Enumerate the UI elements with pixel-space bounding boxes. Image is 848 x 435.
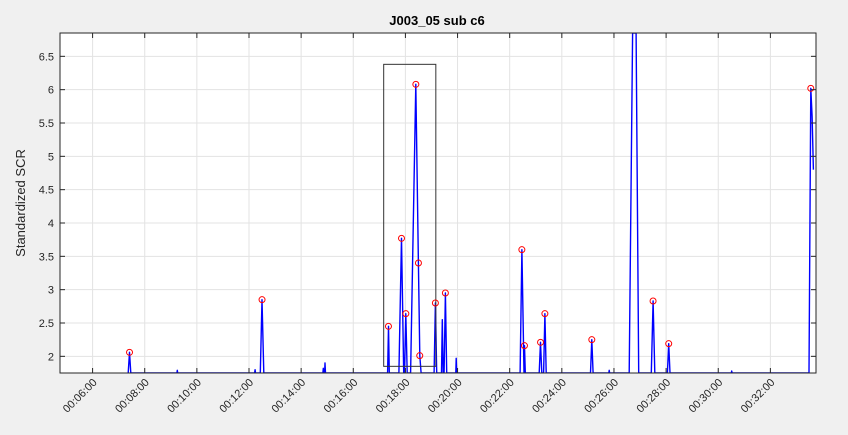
axes-frame <box>59 32 817 374</box>
x-tick-label: 00:06:00 <box>61 377 100 416</box>
peak-marker <box>412 80 420 88</box>
x-tick-label: 00:30:00 <box>687 377 726 416</box>
y-tick-label: 2.5 <box>39 318 54 330</box>
y-tick-label: 3.5 <box>39 251 54 263</box>
y-tick-label: 4.5 <box>39 185 54 197</box>
x-tick-label: 00:16:00 <box>322 377 361 416</box>
peak-marker <box>537 338 545 346</box>
scr-series <box>127 33 815 373</box>
peak-marker <box>402 310 410 318</box>
y-tick-label: 2 <box>48 351 54 363</box>
peak-marker <box>807 84 815 92</box>
y-tick-label: 5 <box>48 151 54 163</box>
x-tick-label: 00:32:00 <box>739 377 778 416</box>
plot-area <box>60 33 816 373</box>
x-tick-label: 00:14:00 <box>269 377 308 416</box>
series-line <box>127 33 815 373</box>
y-tick-label: 6.5 <box>39 51 54 63</box>
x-tick-label: 00:28:00 <box>634 377 673 416</box>
peak-marker <box>416 352 424 360</box>
y-tick-label: 5.5 <box>39 118 54 130</box>
y-tick-label: 3 <box>48 285 54 297</box>
y-axis-label: Standardized SCR <box>13 149 28 257</box>
y-tick-label: 4 <box>48 218 54 230</box>
x-tick-label: 00:08:00 <box>113 377 152 416</box>
peak-marker <box>431 299 439 307</box>
x-tick-label: 00:26:00 <box>582 377 621 416</box>
x-tick-label: 00:20:00 <box>426 377 465 416</box>
highlight-box-layer <box>383 63 437 367</box>
x-tick-label: 00:12:00 <box>217 377 256 416</box>
peak-marker <box>665 340 673 348</box>
peak-marker <box>520 342 528 350</box>
y-tick-label: 6 <box>48 85 54 97</box>
peak-marker <box>126 348 134 356</box>
peak-marker <box>588 336 596 344</box>
highlight-box <box>383 63 437 367</box>
peak-markers <box>126 80 815 360</box>
x-tick-label: 00:18:00 <box>374 377 413 416</box>
peak-marker <box>441 289 449 297</box>
grid <box>60 33 816 373</box>
peak-marker <box>258 296 266 304</box>
x-tick-label: 00:10:00 <box>165 377 204 416</box>
x-tick-label: 00:24:00 <box>530 377 569 416</box>
peak-marker <box>398 234 406 242</box>
y-axis: 2 2.5 3 3.5 4 4.5 5 5.5 6 6.5 <box>39 51 816 363</box>
peak-marker <box>518 246 526 254</box>
x-tick-label: 00:22:00 <box>478 377 517 416</box>
peak-marker <box>541 310 549 318</box>
chart-title: J003_05 sub c6 <box>389 13 484 28</box>
peak-marker <box>414 259 422 267</box>
peak-marker <box>384 322 392 330</box>
peak-marker <box>649 297 657 305</box>
